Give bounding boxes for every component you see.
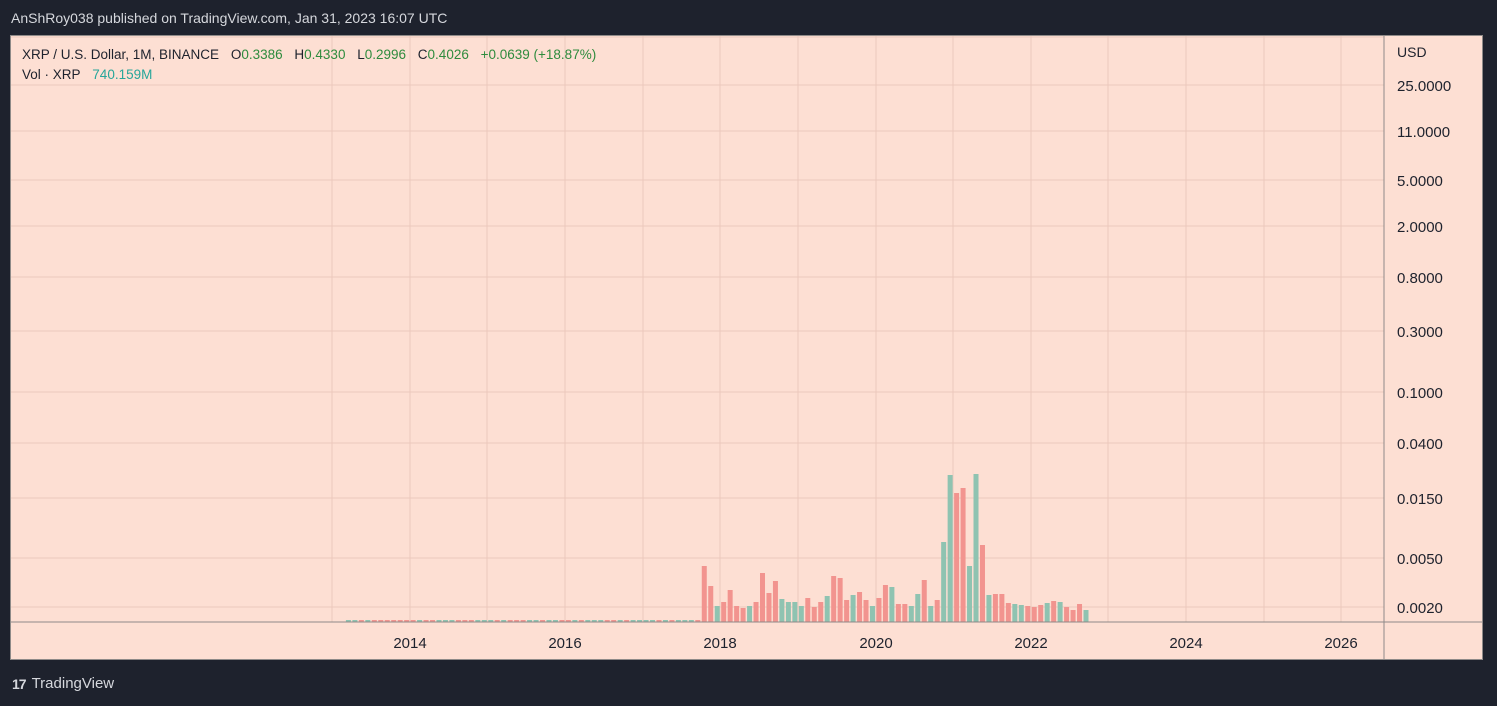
svg-text:0.1000: 0.1000 — [1397, 385, 1443, 402]
axes: USD 25.0000 11.0000 5.0000 2.0000 0.8000 0.300… — [11, 36, 1483, 660]
svg-text:0.0050: 0.0050 — [1397, 551, 1443, 568]
low-value: L0.2996 — [357, 47, 407, 62]
change-value: +0.0639 (+18.87%) — [480, 47, 597, 62]
svg-text:5.0000: 5.0000 — [1397, 173, 1443, 190]
svg-text:2022: 2022 — [1014, 635, 1047, 652]
svg-text:0.0400: 0.0400 — [1397, 436, 1443, 453]
close-value: C0.4026 — [417, 47, 469, 62]
svg-text:0.0150: 0.0150 — [1397, 491, 1443, 508]
legend-ohlc-row: XRP / U.S. Dollar, 1M, BINANCE O0.3386 H… — [22, 45, 604, 65]
volume-value: 740.159M — [92, 67, 153, 82]
svg-text:2018: 2018 — [703, 635, 736, 652]
svg-text:2024: 2024 — [1169, 635, 1202, 652]
published-info: AnShRoy038 published on TradingView.com,… — [11, 10, 448, 26]
svg-text:2020: 2020 — [859, 635, 892, 652]
chart-frame — [10, 35, 1483, 660]
volume-bars — [345, 474, 1089, 622]
svg-text:11.0000: 11.0000 — [1397, 124, 1450, 141]
legend-volume-row: Vol · XRP 740.159M — [22, 65, 604, 85]
symbol-label[interactable]: XRP / U.S. Dollar, 1M, BINANCE — [22, 47, 220, 62]
tradingview-logo-icon[interactable]: 17 — [12, 675, 27, 692]
grid-lines — [11, 36, 1384, 622]
chart-legend: XRP / U.S. Dollar, 1M, BINANCE O0.3386 H… — [22, 45, 604, 85]
svg-text:2.0000: 2.0000 — [1397, 219, 1443, 236]
volume-label[interactable]: Vol · XRP — [22, 67, 81, 82]
svg-text:2014: 2014 — [393, 635, 426, 652]
svg-text:25.0000: 25.0000 — [1397, 78, 1451, 95]
high-value: H0.4330 — [294, 47, 346, 62]
footer: 17 TradingView — [12, 675, 114, 692]
svg-text:USD: USD — [1397, 44, 1427, 60]
svg-text:2026: 2026 — [1324, 635, 1357, 652]
svg-text:0.8000: 0.8000 — [1397, 270, 1443, 287]
open-value: O0.3386 — [230, 47, 283, 62]
svg-text:0.3000: 0.3000 — [1397, 324, 1443, 341]
svg-text:2016: 2016 — [548, 635, 581, 652]
brand-name[interactable]: TradingView — [31, 675, 115, 692]
svg-text:0.0020: 0.0020 — [1397, 600, 1443, 617]
